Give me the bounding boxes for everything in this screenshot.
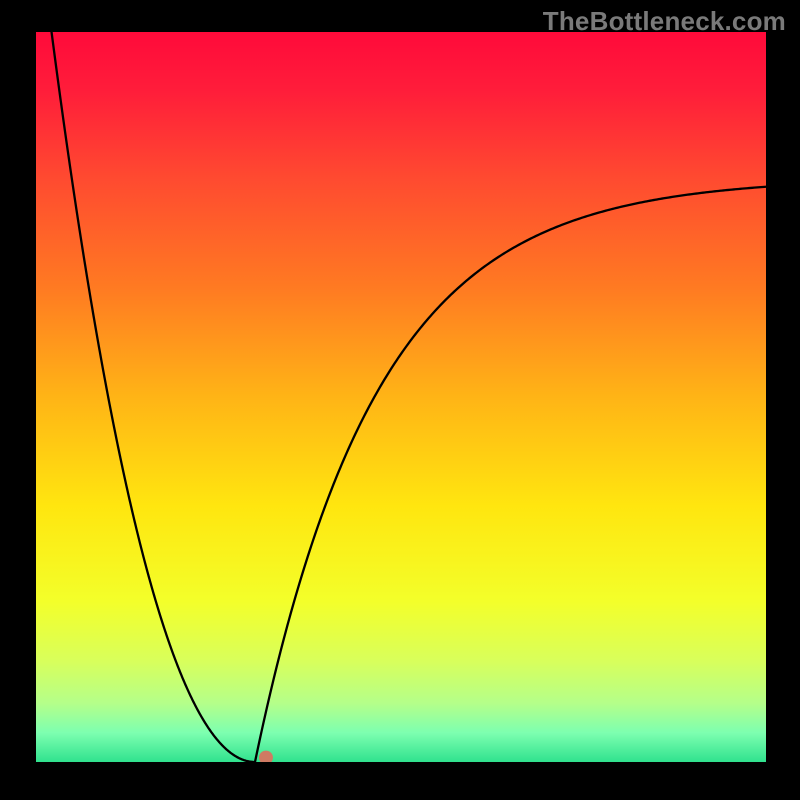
watermark-label: TheBottleneck.com	[543, 6, 786, 37]
bottleneck-chart	[36, 32, 766, 762]
plot-background	[36, 32, 766, 762]
chart-root: TheBottleneck.com	[0, 0, 800, 800]
